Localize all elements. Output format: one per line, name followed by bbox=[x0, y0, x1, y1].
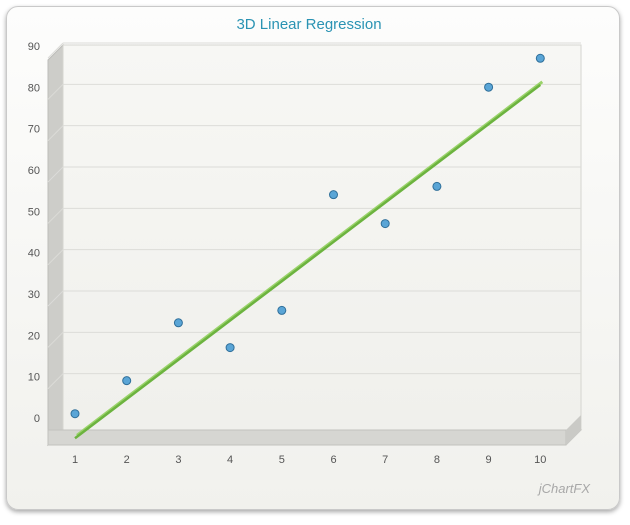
y-tick-label: 40 bbox=[28, 248, 40, 260]
x-tick-label: 1 bbox=[72, 454, 78, 466]
gridline-depth bbox=[47, 83, 64, 100]
x-tick-label: 10 bbox=[534, 454, 546, 466]
gridline-depth bbox=[47, 249, 64, 266]
gridline-depth bbox=[47, 373, 64, 390]
x-tick-label: 3 bbox=[175, 454, 181, 466]
chart-title: 3D Linear Regression bbox=[236, 16, 382, 33]
y-tick-label: 0 bbox=[34, 413, 40, 425]
data-point bbox=[70, 409, 80, 419]
data-point bbox=[225, 343, 235, 353]
x-tick-label: 5 bbox=[279, 454, 285, 466]
data-point bbox=[277, 305, 287, 315]
data-point bbox=[173, 318, 183, 328]
gridline-depth bbox=[47, 290, 64, 307]
data-points bbox=[70, 53, 545, 419]
x-tick-label: 4 bbox=[227, 454, 233, 466]
data-point bbox=[484, 82, 494, 92]
y-tick-label: 20 bbox=[28, 330, 40, 342]
y-tick-label: 90 bbox=[28, 41, 40, 53]
back-wall bbox=[62, 44, 582, 431]
gridline-depth bbox=[47, 42, 64, 59]
x-tick-label: 9 bbox=[486, 454, 492, 466]
x-tick-label: 8 bbox=[434, 454, 440, 466]
y-tick-label: 30 bbox=[28, 289, 40, 301]
y-tick-label: 50 bbox=[28, 206, 40, 218]
jchartfx-logo: jChartFX bbox=[538, 481, 590, 496]
x-tick-label: 7 bbox=[382, 454, 388, 466]
x-axis-ticks: 1 2 3 4 5 6 7 8 9 10 bbox=[72, 454, 546, 466]
x-tick-label: 6 bbox=[330, 454, 336, 466]
y-axis-ticks: 0 10 20 30 40 50 60 70 80 90 bbox=[28, 41, 40, 425]
y-tick-label: 70 bbox=[28, 124, 40, 136]
data-point bbox=[380, 219, 390, 229]
floor-front bbox=[47, 429, 567, 446]
data-point bbox=[535, 53, 545, 63]
regression-line-front bbox=[74, 83, 542, 440]
left-wall bbox=[47, 43, 64, 447]
floor-side bbox=[566, 415, 581, 445]
gridline-depth bbox=[47, 125, 64, 142]
y-tick-label: 60 bbox=[28, 165, 40, 177]
regression-line bbox=[74, 80, 544, 440]
gridline-depth bbox=[47, 166, 64, 183]
y-tick-label: 10 bbox=[28, 372, 40, 384]
gridline-depth bbox=[47, 207, 64, 224]
data-point bbox=[122, 376, 132, 386]
data-point bbox=[329, 190, 338, 200]
gridline-depth bbox=[47, 331, 64, 348]
data-point bbox=[432, 181, 442, 191]
x-tick-label: 2 bbox=[124, 454, 130, 466]
y-tick-label: 80 bbox=[28, 82, 40, 94]
